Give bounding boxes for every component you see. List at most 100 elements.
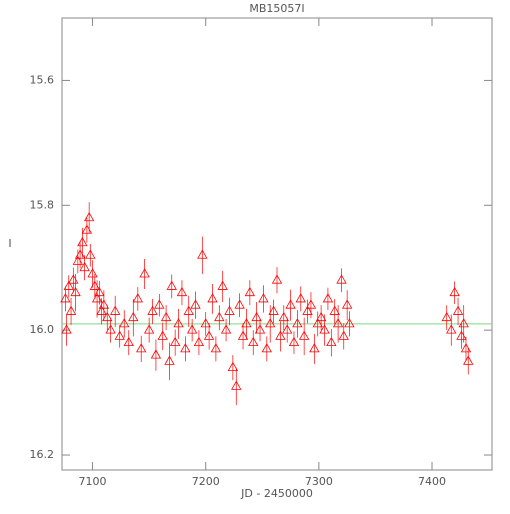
x-tick-label: 7200 — [192, 475, 220, 488]
data-point — [275, 330, 286, 340]
data-point — [136, 343, 147, 353]
data-point — [446, 324, 457, 334]
data-point — [227, 361, 239, 372]
data-point — [258, 293, 269, 303]
data-point — [271, 274, 283, 284]
data-point — [147, 305, 158, 315]
data-point — [452, 305, 464, 315]
data-point — [231, 380, 242, 390]
data-point — [292, 318, 303, 328]
data-point — [344, 318, 355, 328]
x-axis-label: JD - 2450000 — [240, 487, 313, 500]
data-point — [207, 293, 218, 303]
data-point — [60, 293, 71, 303]
data-point — [268, 305, 279, 315]
data-point — [114, 330, 125, 340]
data-point — [265, 318, 276, 328]
y-axis-label: I — [8, 237, 11, 250]
data-point — [449, 286, 460, 297]
data-point — [295, 293, 306, 303]
data-point — [312, 318, 323, 328]
data-point — [166, 280, 177, 290]
data-point — [458, 318, 469, 328]
data-point — [139, 268, 150, 278]
data-point — [164, 355, 175, 365]
data-point — [70, 286, 81, 297]
data-point — [183, 305, 194, 315]
data-point — [463, 355, 474, 365]
data-point — [98, 299, 110, 309]
data-point — [244, 286, 256, 297]
data-point — [288, 336, 300, 347]
data-point — [326, 336, 337, 347]
data-point — [278, 311, 289, 322]
plot-frame — [61, 17, 493, 471]
data-point — [77, 236, 88, 247]
data-point — [441, 311, 452, 322]
data-point — [79, 261, 90, 272]
data-point — [176, 286, 188, 297]
data-point — [214, 311, 225, 322]
data-point — [157, 330, 168, 340]
data-point — [322, 293, 334, 303]
data-point — [336, 274, 347, 284]
data-point — [61, 324, 72, 334]
data-point — [329, 305, 340, 315]
data-point — [224, 305, 235, 315]
data-point — [160, 311, 172, 322]
data-point — [85, 249, 96, 259]
data-point — [241, 318, 252, 328]
y-tick-label: 16.2 — [30, 448, 55, 461]
data-point — [203, 330, 215, 340]
data-point — [338, 330, 349, 340]
data-point — [65, 305, 77, 315]
data-point — [254, 324, 266, 334]
data-point — [248, 336, 259, 347]
data-point — [180, 343, 191, 353]
data-point — [341, 299, 353, 309]
data-point — [315, 311, 327, 322]
data-point — [110, 305, 121, 315]
data-point — [150, 349, 162, 359]
data-point — [309, 343, 320, 353]
data-point — [460, 343, 472, 353]
data-point — [197, 249, 208, 259]
data-point — [319, 324, 330, 334]
chart-title: MB15057I — [249, 2, 304, 15]
data-point — [186, 324, 198, 334]
data-point — [285, 299, 296, 309]
data-point — [143, 324, 155, 334]
data-point — [87, 268, 98, 278]
data-point — [94, 286, 105, 297]
data-point — [119, 318, 130, 328]
data-point — [261, 343, 272, 353]
data-point — [83, 211, 95, 222]
data-point — [190, 299, 201, 309]
data-point — [193, 336, 205, 347]
data-point — [251, 311, 262, 322]
data-point — [105, 324, 116, 334]
data-point — [63, 280, 74, 290]
data-point — [210, 343, 222, 353]
data-point — [220, 324, 232, 334]
data-point — [234, 299, 245, 309]
data-point — [123, 336, 134, 347]
y-tick-label: 15.6 — [30, 73, 55, 86]
data-point — [128, 311, 139, 322]
data-point — [102, 311, 113, 322]
data-point — [302, 305, 313, 315]
data-point — [282, 324, 293, 334]
data-point — [305, 299, 317, 309]
data-point — [200, 318, 211, 328]
x-tick-label: 7100 — [79, 475, 107, 488]
data-point — [154, 299, 165, 309]
data-point — [298, 330, 310, 340]
data-point — [217, 280, 228, 290]
data-point — [237, 330, 249, 340]
data-point — [332, 318, 344, 328]
y-tick-label: 16.0 — [30, 323, 55, 336]
data-point — [169, 336, 181, 347]
data-point — [173, 318, 184, 328]
data-point — [132, 293, 143, 303]
